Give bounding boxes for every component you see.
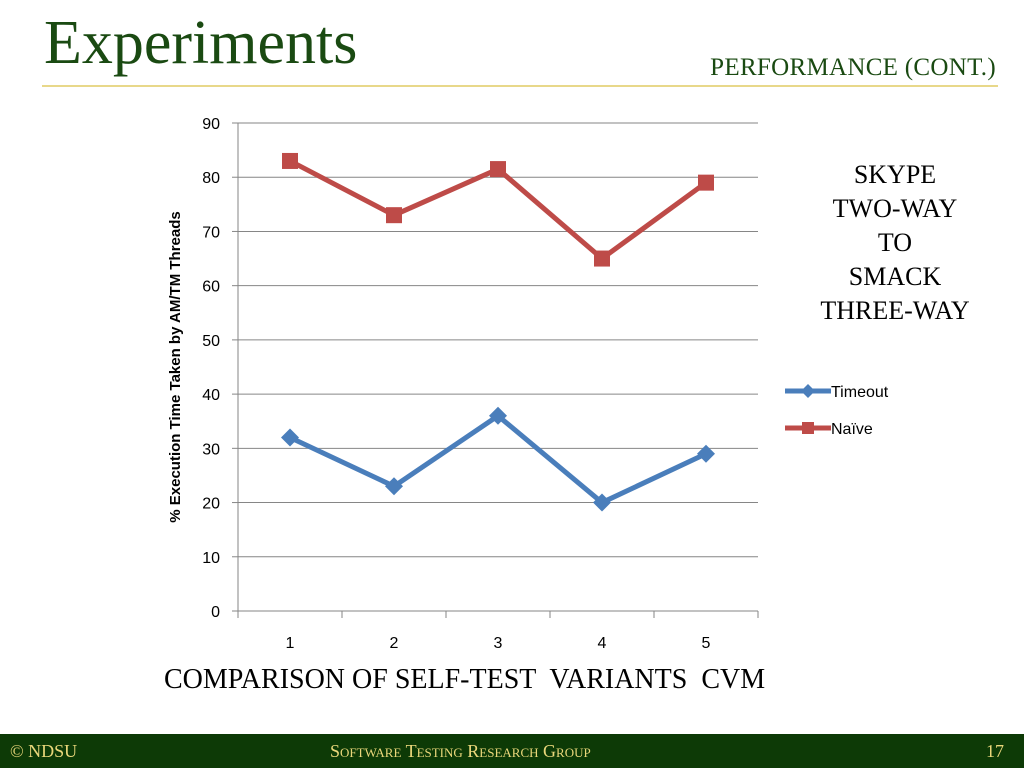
y-tick-label: 80 (202, 170, 220, 187)
y-tick-label: 10 (202, 550, 220, 567)
y-tick-label: 50 (202, 333, 220, 350)
chart-caption: COMPARISON OF SELF-TEST VARIANTS CVM (164, 664, 766, 695)
footer-copyright: © NDSU (10, 741, 78, 761)
x-tick-label: 1 (286, 635, 295, 652)
footer-page-number: 17 (986, 741, 1004, 761)
data-point-square (490, 161, 506, 178)
data-point-diamond (489, 406, 507, 425)
y-tick-label: 90 (202, 116, 220, 133)
side-label-line: THREE-WAY (820, 296, 970, 325)
y-tick-label: 40 (202, 387, 220, 404)
y-tick-label: 0 (211, 604, 220, 621)
title-divider (42, 85, 998, 87)
data-point-square (386, 207, 402, 224)
legend-marker-square (802, 422, 814, 434)
footer-bar: © NDSU Software Testing Research Group 1… (0, 734, 1024, 768)
side-label-line: TWO-WAY (832, 194, 958, 223)
x-tick-label: 3 (494, 635, 503, 652)
footer-group-name: Software Testing Research Group (330, 741, 591, 761)
x-tick-label: 2 (390, 635, 399, 652)
y-tick-label: 30 (202, 441, 220, 458)
legend-label: Naïve (831, 421, 873, 438)
legend-marker-diamond (801, 384, 815, 398)
data-point-diamond (281, 428, 299, 447)
side-label-line: TO (877, 228, 913, 257)
x-tick-label: 5 (702, 635, 711, 652)
y-tick-label: 20 (202, 496, 220, 513)
data-point-square (594, 250, 610, 267)
data-point-diamond (697, 444, 715, 463)
chart-side-label: SKYPE TWO-WAY TO SMACK THREE-WAY (800, 158, 990, 328)
series-line-timeout (288, 413, 708, 506)
side-label-line: SMACK (848, 262, 942, 291)
legend-label: Timeout (831, 384, 889, 401)
x-tick-label: 4 (598, 635, 607, 652)
data-point-square (282, 152, 298, 169)
line-chart: 0 10 20 30 40 50 60 70 80 90 1 2 3 4 5 % Execution Time… (167, 116, 889, 652)
y-tick-label: 60 (202, 279, 220, 296)
data-point-square (698, 174, 714, 191)
slide-subtitle: PERFORMANCE (CONT.) (710, 54, 996, 81)
side-label-line: SKYPE (853, 160, 937, 189)
y-axis-label: % Execution Time Taken by AM/TM Threads (167, 211, 184, 522)
y-tick-label: 70 (202, 224, 220, 241)
slide-title: Experiments (44, 9, 358, 77)
data-point-diamond (593, 493, 611, 512)
data-point-diamond (385, 477, 403, 496)
